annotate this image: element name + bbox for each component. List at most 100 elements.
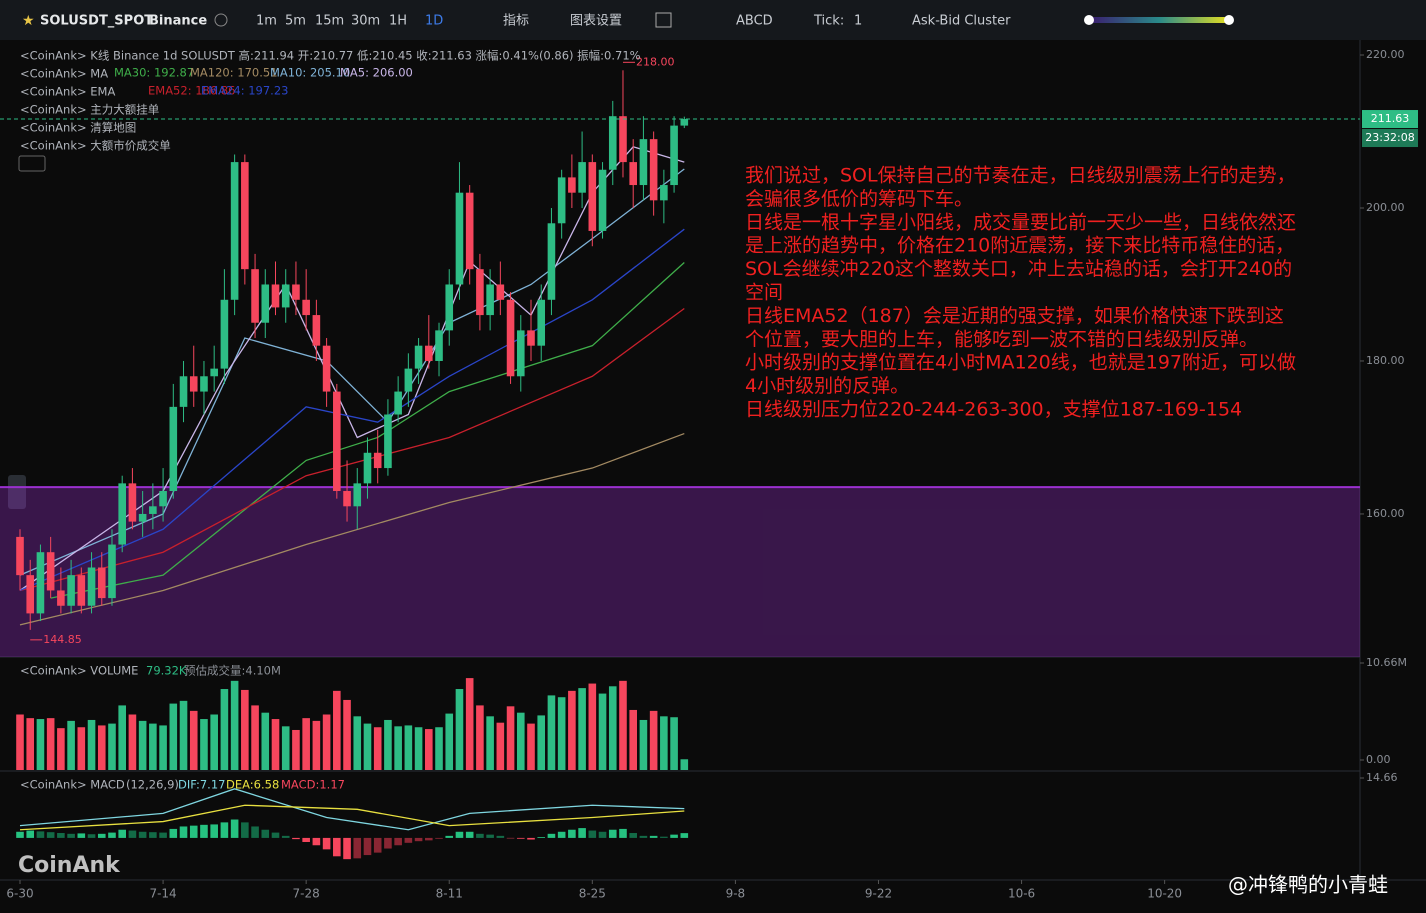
- pane-title: <CoinAnk> MACD: [20, 778, 125, 792]
- volume-bar: [138, 720, 147, 770]
- tick-value[interactable]: 1: [854, 14, 862, 29]
- volume-bar: [639, 719, 648, 770]
- volume-bar: [486, 716, 494, 770]
- volume-bar: [251, 705, 259, 770]
- macd-bar: [210, 824, 218, 838]
- indicators[interactable]: 指标: [503, 14, 529, 29]
- annotation: 4小时级别的反弹。: [745, 375, 909, 397]
- interval[interactable]: 5m: [285, 14, 306, 29]
- volume-bar: [527, 723, 535, 770]
- volume-bar: [680, 759, 689, 770]
- macd-bar: [36, 831, 45, 838]
- macd-bar: [557, 831, 566, 838]
- macd-bar: [537, 837, 546, 838]
- candle-body: [527, 330, 535, 346]
- macd-bar: [46, 832, 55, 838]
- candle-body: [670, 125, 678, 186]
- macd-bar: [271, 832, 280, 838]
- y-tick-label: 160.00: [1366, 507, 1405, 520]
- slider-knob[interactable]: [1084, 15, 1094, 25]
- volume-bar: [46, 718, 55, 770]
- volume-bar: [149, 723, 157, 770]
- macd-bar: [57, 833, 65, 838]
- settings[interactable]: 图表设置: [570, 14, 622, 29]
- candle-body: [373, 452, 382, 469]
- volume-bar: [557, 697, 566, 770]
- candle-body: [608, 116, 617, 170]
- macd-bar: [496, 835, 505, 838]
- macd-bar: [333, 837, 341, 857]
- volume-bar: [414, 727, 423, 770]
- interval[interactable]: 30m: [351, 14, 380, 29]
- macd-bar: [598, 831, 607, 838]
- annotation: 日线EMA52（187）会是近期的强支撑，如果价格快速下跌到这: [745, 305, 1284, 327]
- volume-bar: [506, 706, 515, 770]
- exchange[interactable]: Binance: [149, 14, 207, 29]
- legend-row: <CoinAnk> 大额市价成交单: [20, 139, 171, 153]
- volume-bar: [57, 728, 65, 770]
- indicator-line: [19, 432, 685, 626]
- candle-body: [138, 513, 147, 522]
- x-tick-label: 7-28: [293, 887, 320, 901]
- annotation: 是上涨的趋势中，价格在210附近震荡，接下来比特币稳住的话，: [745, 235, 1294, 257]
- interval[interactable]: 15m: [315, 14, 344, 29]
- volume-bar: [261, 712, 270, 770]
- macd-bar: [292, 837, 300, 840]
- annotation: SOL会继续冲220这个整数关口，冲上去站稳的话，会打开240的: [745, 258, 1292, 280]
- candle-body: [128, 483, 137, 522]
- layout-icon[interactable]: [655, 12, 672, 28]
- interval[interactable]: 1H: [389, 14, 407, 29]
- volume-bar: [670, 717, 678, 770]
- macd-bar: [159, 832, 167, 838]
- annotation: 我们说过，SOL保持自己的节奏在走，日线级别震荡上行的走势，: [745, 165, 1296, 187]
- macd-bar: [241, 822, 249, 838]
- interval[interactable]: 1m: [256, 14, 277, 29]
- macd-bar: [343, 837, 351, 860]
- star-icon[interactable]: ★: [22, 13, 35, 29]
- volume-bar: [128, 714, 137, 770]
- volume-bar: [363, 723, 372, 770]
- volume-bar: [619, 680, 627, 770]
- x-tick-label: 6-30: [6, 887, 33, 901]
- macd-bar: [619, 828, 627, 838]
- abcd[interactable]: ABCD: [736, 14, 773, 29]
- volume-bar: [200, 719, 208, 770]
- legend-entry: MA5: 206.00: [340, 66, 413, 80]
- interval[interactable]: 1D: [425, 14, 443, 29]
- candle-body: [16, 536, 24, 576]
- macd-bar: [680, 833, 689, 838]
- candle-body: [496, 284, 505, 300]
- candle-body: [680, 119, 689, 126]
- annotation: 小时级别的支撑位置在4小时MA120线，也就是197附近，可以做: [745, 352, 1296, 374]
- macd-bar: [465, 831, 474, 838]
- search-icon[interactable]: [214, 13, 228, 27]
- candle-body: [333, 391, 341, 492]
- macd-bar: [200, 824, 208, 838]
- macd-bar: [189, 825, 198, 838]
- y-tick-label: 180.00: [1366, 354, 1405, 367]
- scroll-left[interactable]: [8, 475, 26, 509]
- candle-body: [629, 162, 637, 186]
- legend-entry: MA30: 192.87: [114, 66, 194, 80]
- macd-bar: [169, 828, 178, 838]
- candle-body: [353, 483, 362, 507]
- cluster[interactable]: Ask-Bid Cluster: [912, 14, 1011, 29]
- candle-body: [445, 284, 454, 331]
- volume-bar: [373, 727, 382, 770]
- macd-bar: [230, 819, 239, 838]
- candle-body: [455, 192, 464, 285]
- zone: [0, 487, 1360, 657]
- candle-body: [516, 330, 525, 377]
- color-slider[interactable]: [1088, 17, 1230, 23]
- volume-bar: [312, 720, 321, 770]
- slider-knob[interactable]: [1224, 15, 1234, 25]
- legend-entry: DIF:7.17: [178, 778, 225, 792]
- volume-bar: [455, 689, 464, 770]
- macd-bar: [67, 833, 75, 838]
- indicator-line: [19, 804, 685, 831]
- collapse-button[interactable]: [18, 155, 46, 172]
- symbol[interactable]: SOLUSDT_SPOT: [40, 14, 153, 29]
- tick-label[interactable]: Tick:: [813, 14, 844, 29]
- candle-body: [169, 406, 178, 492]
